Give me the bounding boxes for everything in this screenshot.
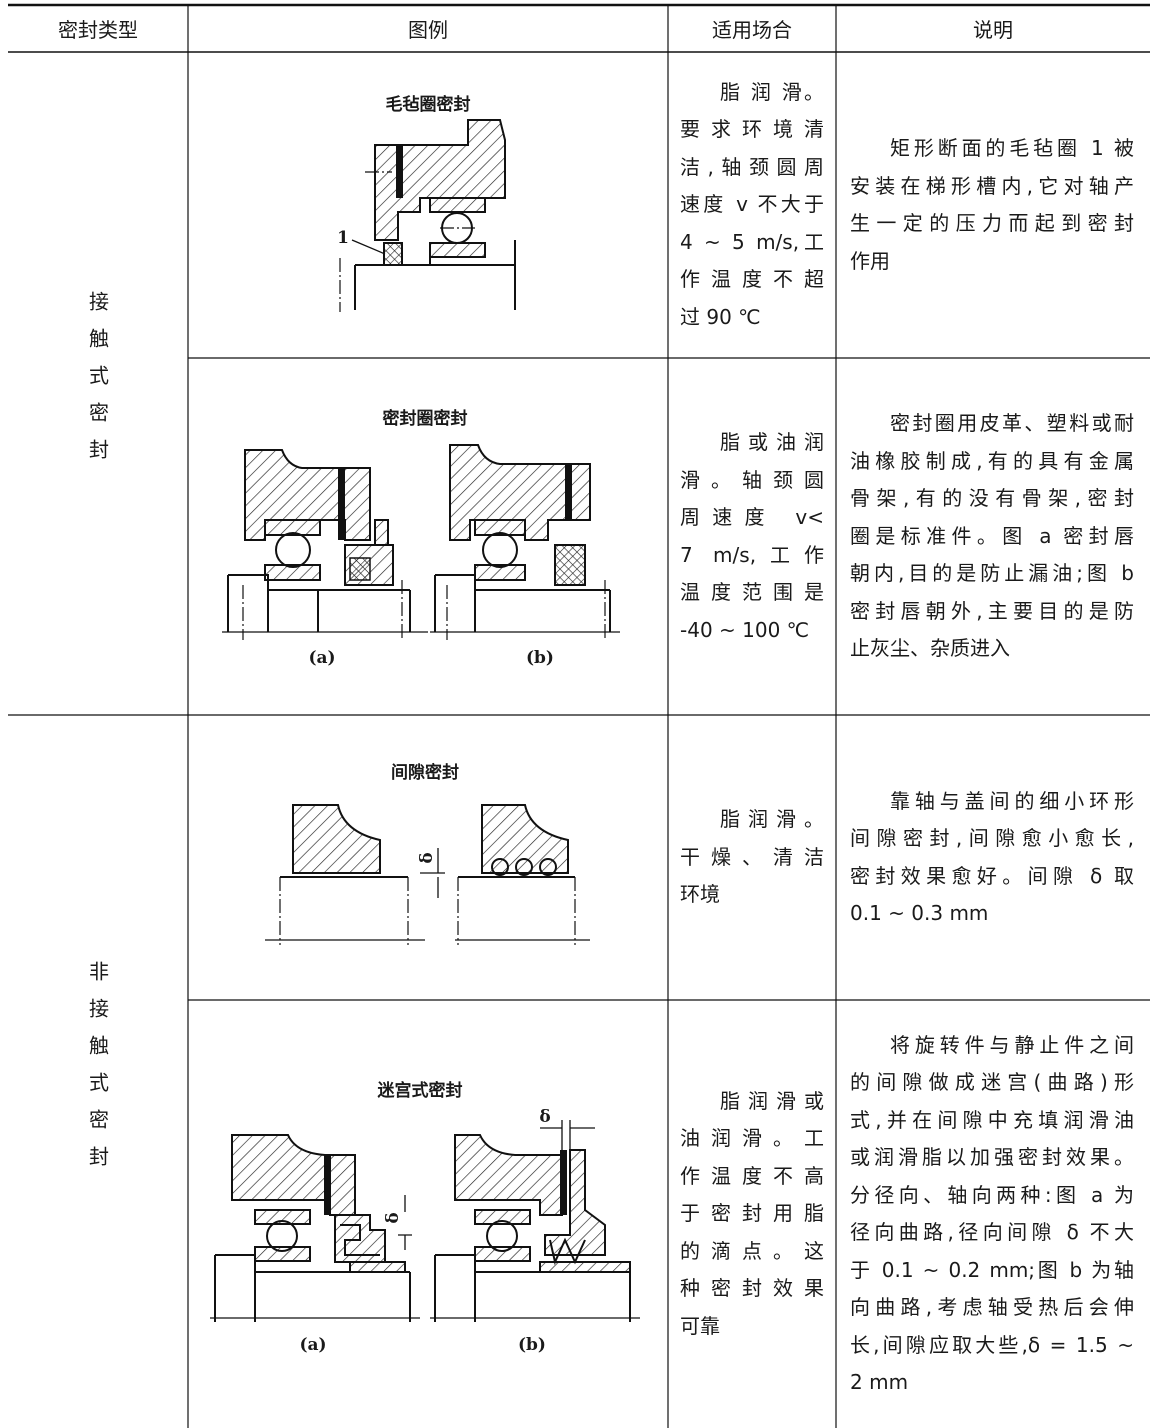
figure-label: (b): [518, 1335, 546, 1355]
text-line: 式,并在间隙中充填润滑油: [850, 1107, 1134, 1132]
header-cell: 密封类型: [58, 18, 138, 42]
text-line: 圈是标准件。图 a 密封唇: [850, 523, 1134, 548]
text-line: 可靠: [680, 1313, 720, 1338]
gap-seal-drawing: 间隙密封 δ: [265, 762, 590, 945]
description-cell: 靠轴与盖间的细小环形间隙密封,间隙愈小愈长, 密封效果愈好。间隙 δ 取 0.1 ~…: [850, 715, 1134, 1000]
text-line: 2 mm: [850, 1370, 909, 1394]
text-line: 矩形断面的毛毡圈 1 被: [890, 136, 1134, 160]
figure-label: 1: [337, 228, 349, 248]
group-cell: 非接触式密封: [8, 715, 188, 1428]
text-line: 的间隙做成迷宫(曲路)形: [850, 1070, 1134, 1094]
text-line: 油润滑。工: [680, 1126, 824, 1151]
text-line: 将旋转件与静止件之间: [890, 1032, 1134, 1057]
figure-label: (b): [526, 648, 554, 668]
group-cell: 接触式密封: [8, 52, 188, 715]
text-line: 密封圈用皮革、塑料或耐: [890, 411, 1134, 436]
text-line: 要求环境清: [680, 117, 824, 142]
text-line: 朝内,目的是防止漏油;图 b: [850, 561, 1134, 586]
figure-title: 间隙密封: [391, 762, 459, 783]
text-line: 过 90 ℃: [680, 304, 761, 329]
text-line: 温度范围是: [680, 580, 824, 604]
text-line: 于密封用脂: [680, 1201, 824, 1226]
text-line: 脂 润 滑。: [720, 79, 824, 104]
figure-label: δ: [417, 852, 437, 863]
figure-title: 迷宫式密封: [377, 1080, 463, 1101]
text-line: 间隙密封,间隙愈小愈长,: [850, 826, 1134, 850]
application-cell: 脂或油润滑。轴颈圆周速度 v< 7 m/s,工作 温度范围是 -40 ~ 100 ℃: [680, 358, 824, 715]
figure-label: δ: [539, 1107, 550, 1127]
text-line: 7 m/s,工作: [680, 542, 824, 567]
figure-label: (a): [299, 1335, 326, 1355]
felt-seal-drawing: 毛毡圈密封 1: [337, 94, 516, 312]
text-line: 生一定的压力而起到密封: [850, 211, 1134, 235]
text-line: 或润滑脂以加强密封效果。: [850, 1145, 1134, 1169]
text-line: 密封唇朝外,主要目的是防: [850, 598, 1134, 623]
text-line: 种密封效果: [680, 1276, 824, 1301]
text-line: 径向曲路,径向间隙 δ 不大: [850, 1220, 1134, 1244]
description-cell: 密封圈用皮革、塑料或耐油橡胶制成,有的具有金属 骨架,有的没有骨架,密封 圈是标准件…: [850, 358, 1134, 715]
text-line: 脂或油润: [720, 430, 824, 454]
text-line: 的滴点。这: [680, 1238, 824, 1263]
text-line: 骨架,有的没有骨架,密封: [850, 486, 1134, 511]
text-line: 向曲路,考虑轴受热后会伸: [850, 1295, 1134, 1319]
application-cell: 脂润滑或油润滑。工作温度不高于密封用脂的滴点。这种密封效果可靠: [680, 1000, 824, 1428]
text-line: 脂润滑或: [720, 1088, 824, 1113]
text-line: 0.1 ~ 0.3 mm: [850, 901, 989, 925]
text-line: 滑。轴颈圆: [680, 467, 824, 492]
group-label: 接触式密封: [85, 291, 110, 476]
text-line: 靠轴与盖间的细小环形: [890, 788, 1134, 813]
lip-seal-drawing: 密封圈密封 (a) (b): [222, 408, 620, 668]
text-line: 分径向、轴向两种:图 a 为: [850, 1182, 1134, 1207]
text-line: 环境: [680, 882, 720, 907]
text-line: 安装在梯形槽内,它对轴产: [850, 173, 1134, 198]
figure-label: δ: [383, 1212, 403, 1223]
figure-title: 毛毡圈密封: [386, 94, 471, 115]
text-line: 脂润滑。: [720, 807, 824, 832]
text-line: 洁,轴颈圆周: [680, 154, 824, 179]
text-line: 作温度不高: [680, 1163, 824, 1188]
text-line: 油橡胶制成,有的具有金属: [850, 448, 1134, 473]
table-rules: [8, 3, 1150, 1428]
text-line: 密封效果愈好。间隙 δ 取: [850, 863, 1134, 888]
application-cell: 脂 润 滑。要求环境清洁,轴颈圆周 速度 v 不大于 4 ~ 5 m/s,工 作温度不…: [680, 52, 824, 358]
description-cell: 将旋转件与静止件之间的间隙做成迷宫(曲路)形 式,并在间隙中充填润滑油 或润滑脂以加…: [850, 1000, 1134, 1428]
header-cell: 图例: [408, 18, 448, 42]
text-line: 干燥、清洁: [680, 844, 824, 869]
group-label: 非接触式密封: [85, 960, 110, 1183]
text-line: 周速度 v<: [680, 505, 824, 529]
text-line: 止灰尘、杂质进入: [850, 636, 1010, 661]
text-line: 4 ~ 5 m/s,工: [680, 229, 824, 254]
header-cell: 说明: [973, 18, 1013, 42]
text-line: 速度 v 不大于: [680, 192, 824, 217]
text-line: 于 0.1 ~ 0.2 mm;图 b 为轴: [850, 1257, 1134, 1282]
application-cell: 脂润滑。干燥、清洁环境: [680, 715, 824, 1000]
text-line: 作温度不超: [680, 267, 824, 292]
figure-title: 密封圈密封: [383, 408, 468, 429]
header-cell: 适用场合: [712, 18, 792, 42]
description-cell: 矩形断面的毛毡圈 1 被安装在梯形槽内,它对轴产 生一定的压力而起到密封 作用: [850, 52, 1134, 358]
figure-label: (a): [308, 648, 335, 668]
text-line: 作用: [850, 248, 890, 273]
text-line: -40 ~ 100 ℃: [680, 617, 810, 642]
text-line: 长,间隙应取大些,δ = 1.5 ~: [850, 1332, 1134, 1357]
labyrinth-seal-drawing: 迷宫式密封 δ (a) (b) δ: [210, 1080, 640, 1355]
